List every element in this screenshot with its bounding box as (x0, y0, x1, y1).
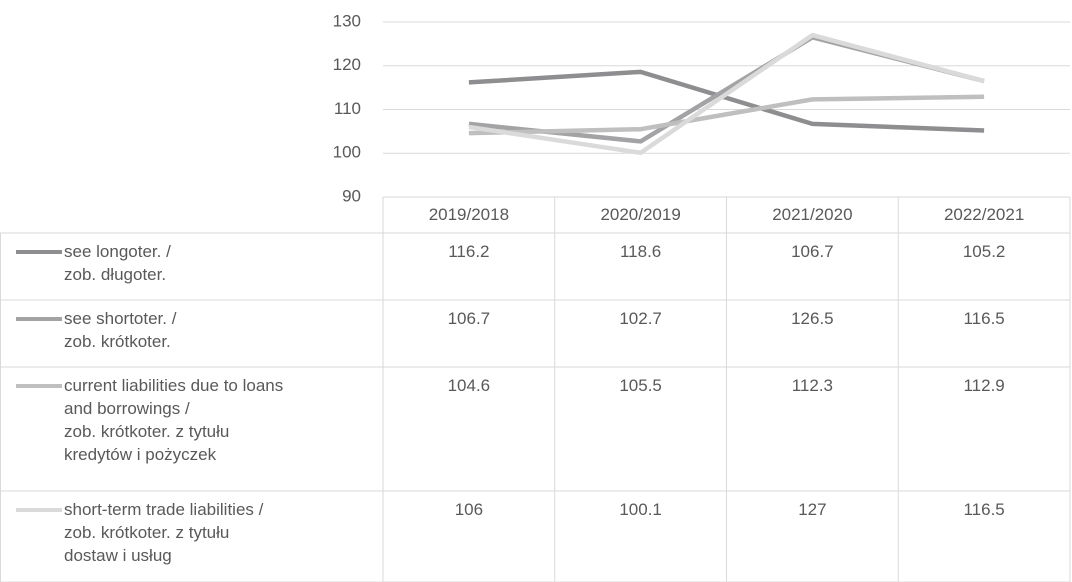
column-header: 2020/2019 (600, 205, 681, 224)
table-value: 118.6 (619, 242, 662, 261)
y-tick-label: 120 (333, 55, 361, 74)
table-value: 126.5 (791, 309, 834, 328)
legend-label: current liabilities due to loans and bor… (64, 376, 284, 464)
legend-label: see shortoter. / zob. krótkoter. (64, 309, 177, 351)
series-line (468, 94, 985, 136)
legend-label: see longoter. / zob. długoter. (64, 242, 171, 284)
table-value: 127 (798, 500, 827, 519)
legend-label: short-term trade liabilities / zob. krót… (64, 500, 264, 565)
table-value: 116.5 (963, 500, 1005, 519)
series-line (468, 32, 985, 156)
table-value: 116.2 (448, 242, 490, 261)
y-tick-label: 90 (342, 186, 361, 205)
y-tick-label: 110 (334, 99, 361, 118)
table-value: 112.3 (791, 376, 834, 395)
y-tick-label: 130 (333, 11, 361, 30)
column-header: 2019/2018 (428, 205, 510, 224)
table-value: 100.1 (619, 500, 662, 519)
column-header: 2022/2021 (943, 205, 1025, 224)
table-value: 102.7 (619, 309, 662, 328)
table-value: 105.2 (962, 242, 1006, 261)
column-header: 2021/2020 (772, 205, 853, 224)
y-tick-label: 100 (333, 143, 361, 162)
table-value: 106 (454, 500, 484, 519)
table-value: 104.6 (447, 376, 491, 395)
table-value: 105.5 (619, 376, 662, 395)
table-value: 112.9 (963, 376, 1005, 395)
table-value: 106.7 (447, 309, 491, 328)
table-value: 106.7 (791, 242, 834, 261)
series-line (468, 69, 985, 133)
table-value: 116.5 (963, 309, 1005, 328)
